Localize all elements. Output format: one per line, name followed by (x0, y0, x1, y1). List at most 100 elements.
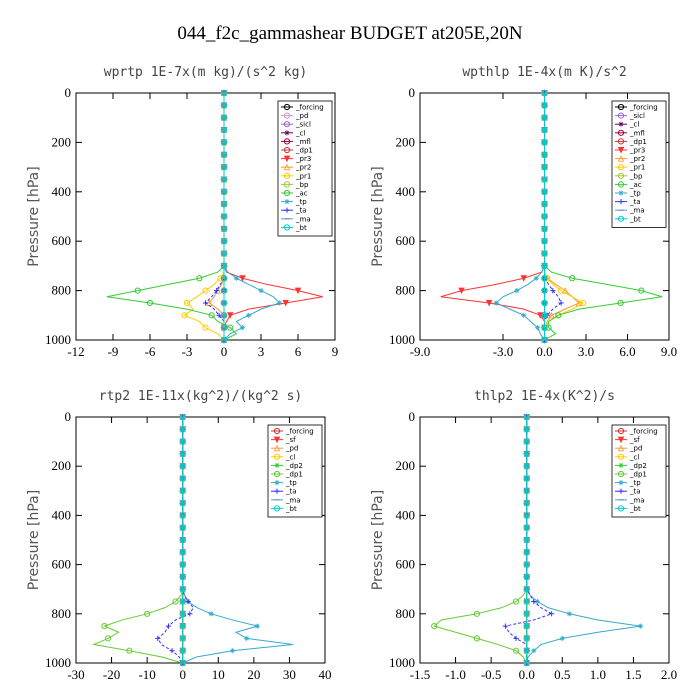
legend-label: _forcing (629, 428, 658, 436)
x-tick-label: 0.5 (554, 667, 570, 682)
legend-label: _forcing (285, 428, 314, 436)
data-point (523, 413, 530, 421)
legend-label: _pr2 (295, 164, 311, 172)
y-tick-label: 1000 (389, 332, 415, 347)
data-point (220, 151, 228, 158)
data-point (541, 312, 548, 319)
data-point (514, 288, 520, 294)
data-point (523, 524, 530, 531)
data-point (531, 598, 537, 605)
legend-label: _ma (295, 215, 311, 223)
legend-label: _ac (295, 190, 308, 198)
legend-marker (618, 190, 624, 196)
data-point (580, 299, 587, 307)
legend-marker (283, 138, 291, 145)
data-point (181, 312, 188, 319)
figure-title: 044_f2c_gammashear BUDGET at205E,20N (177, 23, 523, 44)
legend-marker (618, 488, 624, 494)
legend-marker (617, 103, 625, 111)
y-axis-label: Pressure [hPa] (370, 490, 386, 590)
y-tick-label: 800 (52, 283, 72, 298)
legend-marker (618, 199, 624, 205)
legend-label: _bt (629, 215, 641, 223)
legend-label: _dp1 (295, 147, 313, 155)
legend-label: _ta (285, 488, 297, 496)
data-point (523, 450, 530, 457)
legend-marker (273, 505, 281, 512)
legend-label: _forcing (295, 104, 324, 112)
x-tick-label: 6 (295, 344, 302, 359)
legend-marker (617, 470, 625, 478)
data-point (202, 324, 209, 331)
data-point (523, 487, 530, 494)
legend-marker (273, 453, 281, 460)
data-point (220, 275, 228, 282)
y-tick-label: 200 (396, 134, 416, 149)
data-point (208, 611, 214, 617)
legend-label: _tp (629, 479, 641, 487)
data-point (244, 635, 250, 641)
series-bt (523, 413, 530, 667)
series-line (495, 93, 545, 341)
x-tick-label: -9.0 (410, 344, 431, 359)
data-point (220, 176, 228, 183)
legend-label: _tp (285, 479, 297, 487)
data-point (179, 487, 186, 494)
x-tick-label: -0.5 (481, 667, 502, 682)
data-point (541, 262, 548, 269)
legend-marker (283, 181, 291, 188)
legend-label: _ma (285, 496, 301, 504)
plot-frame (75, 416, 326, 664)
legend-marker (274, 480, 280, 486)
legend-marker (617, 164, 625, 171)
x-tick-label: 3 (258, 344, 265, 359)
data-point (126, 647, 133, 654)
data-point (558, 287, 565, 294)
series-line (223, 93, 281, 341)
data-point (179, 549, 186, 556)
legend-label: _pd (285, 445, 298, 453)
data-point (531, 648, 537, 654)
data-point (220, 262, 228, 269)
data-point (523, 659, 530, 667)
data-point (485, 299, 493, 307)
data-point (146, 299, 154, 307)
data-point (233, 275, 239, 281)
data-point (513, 635, 519, 641)
data-point (214, 288, 220, 294)
data-point (541, 139, 548, 146)
x-tick-label: 10 (212, 667, 225, 682)
y-tick-label: 0 (65, 85, 72, 100)
data-point (202, 287, 209, 294)
legend-marker (617, 129, 625, 136)
data-point (534, 325, 541, 331)
legend-marker (617, 112, 625, 119)
y-tick-label: 1000 (45, 332, 71, 347)
legend-marker (617, 444, 625, 452)
data-point (179, 536, 186, 544)
y-tick-label: 400 (52, 184, 72, 199)
legend-label: _dp1 (629, 471, 647, 479)
data-point (179, 635, 186, 642)
x-tick-label: -3 (182, 344, 193, 359)
legend-marker (283, 155, 291, 163)
legend-label: _mfl (295, 138, 311, 146)
data-point (220, 102, 228, 109)
x-tick-label: 2.0 (661, 667, 677, 682)
data-point (179, 450, 186, 457)
chart-panel-2: wpthlp 1E-4x(m K)/s^2 Pressure [hPa] 0 200 4… (370, 65, 677, 359)
panel-title: rtp2 1E-11x(kg^2)/(kg^2 s) (99, 389, 303, 404)
data-point (187, 611, 193, 617)
data-point (220, 164, 228, 171)
legend: _forcing_sf_pd_cl_dp2_dp1_tp_ta_ma_bt (611, 424, 667, 518)
data-point (179, 524, 186, 531)
data-point (541, 201, 548, 208)
x-tick-label: 40 (319, 667, 332, 682)
data-point (541, 151, 548, 158)
data-point (541, 188, 548, 195)
data-point (179, 561, 186, 568)
legend-marker (273, 470, 281, 478)
data-point (541, 89, 548, 97)
legend-marker (617, 436, 625, 444)
